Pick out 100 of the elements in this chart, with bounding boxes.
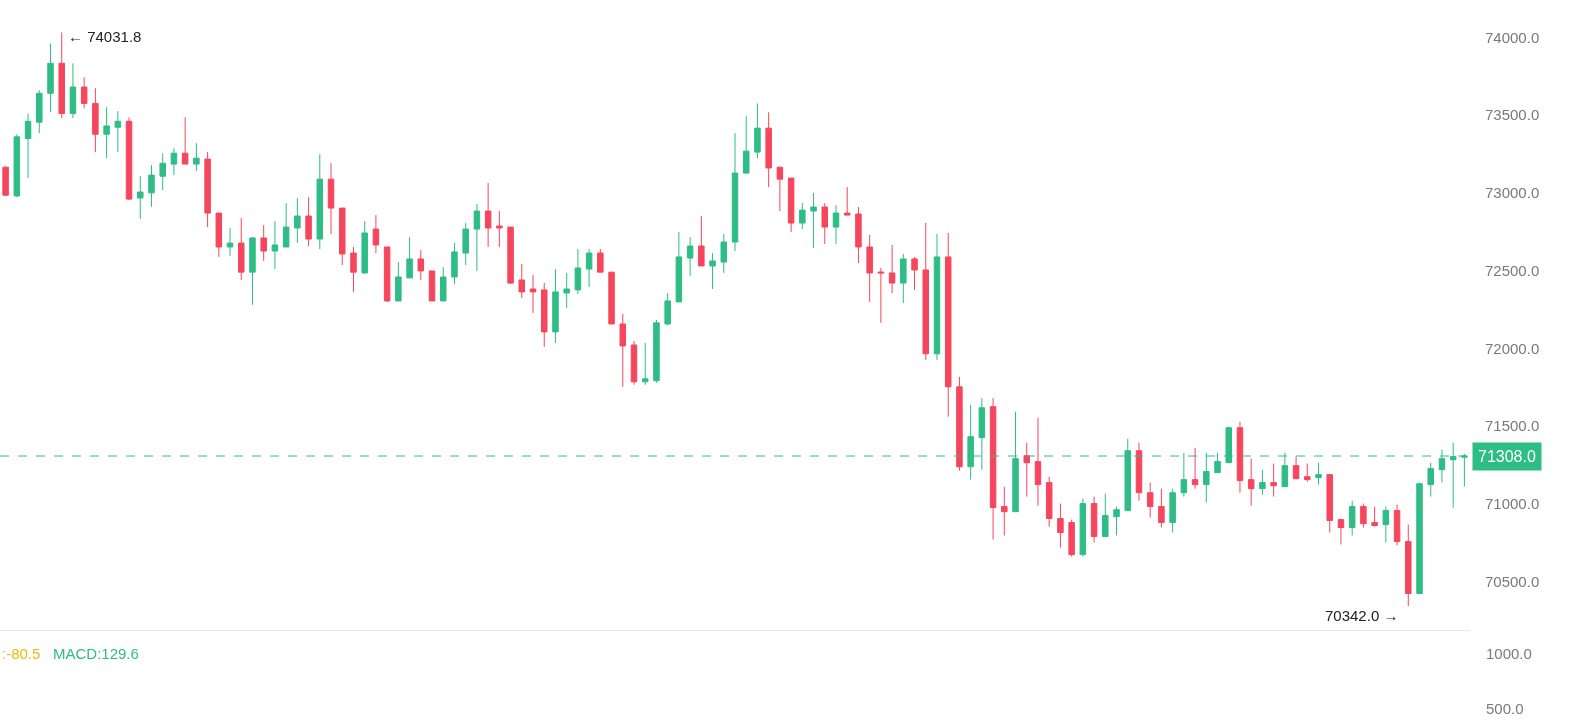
- candlestick: [563, 272, 570, 309]
- candlestick: [720, 233, 728, 274]
- text: 1000.0: [1486, 645, 1532, 662]
- candlestick: [496, 210, 503, 248]
- candlestick: [1371, 506, 1378, 528]
- candlestick: [204, 151, 211, 228]
- candlestick: [754, 102, 761, 159]
- candlestick: [282, 202, 290, 248]
- candlestick: [1259, 469, 1266, 496]
- candlestick: [742, 115, 750, 174]
- candlestick: [540, 282, 548, 348]
- candlestick: [327, 162, 335, 235]
- candlestick: [417, 249, 425, 281]
- candlestick: [956, 376, 963, 472]
- candlestick: [339, 207, 346, 266]
- candlestick: [148, 164, 155, 208]
- candlestick: [170, 147, 178, 176]
- candlestick: [36, 89, 43, 134]
- candlestick: [709, 252, 716, 290]
- candlestick: [944, 232, 952, 418]
- candlestick: [462, 222, 469, 266]
- candlestick: [597, 248, 604, 273]
- candlestick: [810, 192, 817, 249]
- candlestick: [1113, 506, 1120, 536]
- candlestick: [350, 246, 357, 293]
- candlestick: [372, 214, 380, 254]
- candlestick: [1169, 488, 1176, 534]
- candlestick: [226, 227, 234, 257]
- candlestick: [1034, 417, 1042, 507]
- candlestick: [215, 212, 223, 258]
- candlestick: [731, 132, 739, 252]
- candlestick: [1001, 486, 1008, 536]
- annotation: 70342.0 →: [1325, 607, 1399, 624]
- candlestick: [1023, 442, 1030, 498]
- candlestick: [406, 236, 413, 279]
- candlestick: [641, 342, 649, 386]
- candlestick: [1045, 476, 1053, 528]
- candlestick: [24, 113, 32, 179]
- candlestick: [137, 175, 144, 220]
- candlestick: [193, 142, 200, 172]
- candlestick: [686, 236, 694, 277]
- candlestick: [1326, 474, 1333, 534]
- candlestick: [1135, 442, 1143, 502]
- candlestick: [58, 31, 65, 119]
- candlestick: [181, 116, 189, 165]
- candlestick: [653, 319, 660, 384]
- y-tick-label: 72500.0: [1485, 261, 1540, 279]
- candlestick: [13, 133, 21, 198]
- candlestick: [238, 217, 245, 281]
- candlestick: [383, 246, 391, 303]
- candlestick: [799, 202, 806, 230]
- candlestick: [529, 274, 537, 314]
- candlestick: [1090, 496, 1098, 543]
- candlestick: [451, 242, 458, 285]
- candlestick: [103, 106, 110, 159]
- candlestick: [1304, 463, 1311, 483]
- candlestick: [1102, 493, 1109, 538]
- candlestick: [428, 270, 436, 302]
- candlestick: [855, 206, 862, 264]
- candlestick: [294, 197, 301, 244]
- candlestick: [361, 220, 368, 275]
- candlestick: [473, 203, 481, 272]
- candlestick: [1247, 458, 1255, 507]
- y-tick-label: 70500.0: [1485, 572, 1540, 590]
- candlestick: [933, 233, 941, 361]
- candlestick: [260, 224, 267, 262]
- candlestick: [1348, 500, 1356, 536]
- candlestick: [1236, 421, 1244, 494]
- annotation: ← 74031.8: [68, 28, 142, 45]
- candlestick: [1270, 463, 1277, 498]
- candlestick: [1292, 456, 1300, 480]
- candlestick: [518, 263, 526, 299]
- y-tick-label: 73500.0: [1485, 106, 1540, 124]
- candlestick: [1180, 452, 1188, 498]
- candlestick: [395, 261, 402, 302]
- text: :-80.5: [2, 645, 41, 662]
- candlestick: [922, 222, 930, 361]
- candlestick: [484, 182, 492, 248]
- candlestick: [1079, 498, 1087, 557]
- candlestick: [271, 220, 279, 270]
- candlestick: [1315, 462, 1322, 486]
- candlestick: [69, 62, 77, 119]
- candlestick: [888, 244, 896, 294]
- candlestick: [305, 196, 312, 247]
- candlestick: [1068, 519, 1075, 557]
- candlestick: [80, 76, 88, 109]
- candlestick: [1405, 524, 1412, 607]
- candlestick: [765, 111, 772, 188]
- y-tick-label: 72000.0: [1485, 339, 1540, 357]
- candlestick: [114, 110, 122, 153]
- candlestick: [1382, 506, 1390, 543]
- candlestick: [1146, 482, 1154, 519]
- candlestick: [675, 231, 683, 303]
- candlestick: [159, 152, 166, 191]
- candlestick: [821, 202, 829, 245]
- candlestick: [619, 313, 627, 388]
- candlestick: [47, 43, 54, 113]
- candlestick: [664, 292, 671, 326]
- text: MACD:129.6: [53, 645, 139, 662]
- y-tick-label: 71000.0: [1485, 495, 1540, 513]
